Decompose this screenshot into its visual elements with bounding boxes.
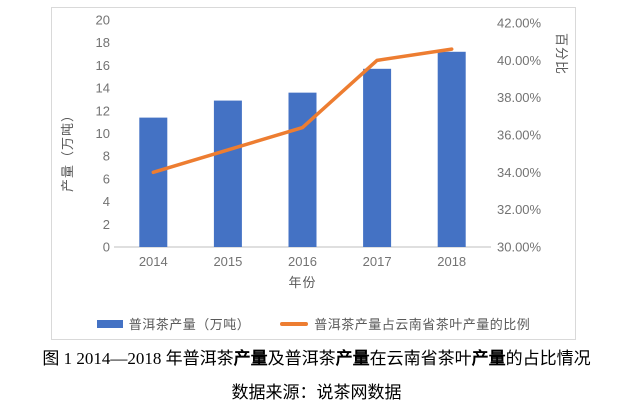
left-axis-tick-label: 2 [103,217,110,232]
chart-frame: 20 18 16 14 12 10 8 6 4 2 0 42.00% 40.00% 38.00% 36.00… [51,7,576,340]
left-axis-tick-label: 16 [96,58,110,73]
left-axis-tick-label: 4 [103,194,110,209]
right-axis-tick-label: 40.00% [497,53,542,68]
bar-series-swatch [96,319,123,328]
trend-line [151,47,454,175]
left-axis-title: 产量（万吨） [60,108,75,192]
combo-chart: 2018161412108642042.00%40.00%38.00%36.00… [60,13,569,291]
x-axis-tick-label: 2015 [213,254,242,269]
right-axis-tick-label: 30.00% [497,240,542,255]
left-axis-tick-label: 12 [96,103,110,118]
chart-legend: 普洱茶产量（万吨） 普洱茶产量占云南省茶叶产量的比例 [52,314,575,333]
caption-text: 的占比情况 [505,349,591,368]
x-axis-tick-label: 2016 [288,254,317,269]
legend-label-production: 普洱茶产量（万吨） [128,317,251,332]
left-axis-tick-label: 6 [103,171,110,186]
bar-2018 [437,51,466,247]
bar-2016 [288,92,317,247]
left-axis-tick-label: 8 [103,149,110,164]
right-axis-tick-label: 34.00% [497,165,542,180]
left-axis-tick-label: 18 [96,35,110,50]
caption-emphasis: 产量 [233,349,268,368]
right-axis-tick-label: 42.00% [497,16,542,31]
left-axis-tick-label: 10 [96,126,110,141]
figure-caption: 图 1 2014—2018 年普洱茶产量及普洱茶产量在云南省茶叶产量的占比情况 [0,346,633,372]
bar-2015 [213,100,242,248]
left-axis-tick-label: 0 [103,240,110,255]
caption-emphasis: 产量 [471,349,506,368]
legend-item-production: 普洱茶产量（万吨） [96,314,251,333]
right-axis-tick-label: 36.00% [497,128,542,143]
left-axis-tick-label: 20 [96,13,110,28]
line-series-swatch [280,321,309,326]
data-source-line: 数据来源：说茶网数据 [231,383,402,402]
bar-2014 [139,117,168,247]
x-axis-tick-label: 2017 [363,254,392,269]
x-axis-tick-label: 2014 [139,254,168,269]
caption-text: 图 1 2014—2018 年普洱茶 [42,349,234,368]
right-axis-tick-label: 38.00% [497,90,542,105]
bar-2017 [363,68,392,248]
x-axis-title: 年份 [288,275,316,290]
legend-item-ratio: 普洱茶产量占云南省茶叶产量的比例 [280,314,530,333]
caption-text: 在云南省茶叶 [369,349,472,368]
left-axis-tick-label: 14 [96,81,110,96]
right-axis-title: 百分比 [554,33,569,75]
caption-emphasis: 产量 [335,349,370,368]
legend-label-ratio: 普洱茶产量占云南省茶叶产量的比例 [314,317,531,332]
caption-text: 及普洱茶 [267,349,336,368]
x-axis-tick-label: 2018 [437,254,466,269]
right-axis-tick-label: 32.00% [497,202,542,217]
